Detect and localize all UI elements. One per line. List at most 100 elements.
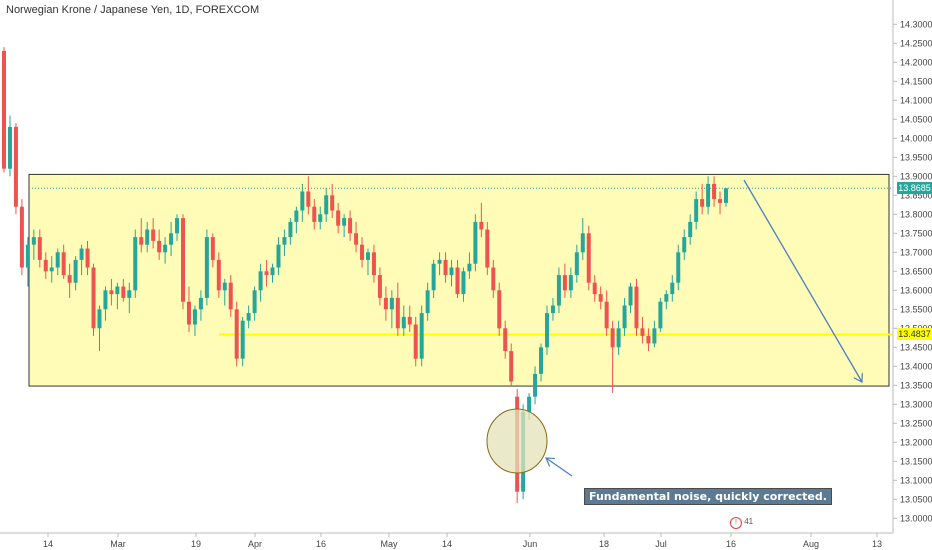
y-tick-label: 13.9000 <box>900 171 932 181</box>
candle <box>712 176 717 207</box>
x-axis: 14 Mar 19 Apr 16 May 14 Jun 18 Jul 16 Aug 13 <box>0 532 893 549</box>
candle <box>718 191 723 215</box>
candle <box>574 244 579 283</box>
candle-body <box>640 328 645 336</box>
candle <box>55 248 60 276</box>
candle <box>455 259 460 298</box>
events-indicator[interactable]: ! 41 <box>730 517 753 529</box>
y-tick-label: 13.4500 <box>900 342 932 352</box>
candle-body <box>533 373 538 397</box>
candle <box>449 259 454 287</box>
x-tick-label: 18 <box>599 539 609 549</box>
candle-body <box>354 233 359 245</box>
candle <box>318 206 323 230</box>
candle-body <box>670 282 675 295</box>
candle-body <box>694 199 699 222</box>
candle-body <box>539 347 544 374</box>
candle-body <box>389 297 394 310</box>
candle-body <box>664 294 669 302</box>
candle-body <box>562 275 567 291</box>
candle-body <box>312 206 317 222</box>
candle-body <box>360 244 365 260</box>
x-tick-label: Jun <box>523 539 538 549</box>
candle <box>330 183 335 219</box>
candle <box>401 305 406 336</box>
candle-body <box>646 335 651 344</box>
candle-body <box>413 324 418 359</box>
chart-title: Norwegian Krone / Japanese Yen, 1D, FORE… <box>6 4 260 16</box>
candle <box>497 282 502 336</box>
y-tick-label: 14.1500 <box>900 76 932 86</box>
candle <box>377 267 382 306</box>
candle <box>544 305 549 355</box>
candle <box>628 282 633 314</box>
last-price-tag: 13.8685 <box>897 182 932 195</box>
y-tick-label: 13.6000 <box>900 285 932 295</box>
candle <box>610 320 615 393</box>
x-tick-label: Jul <box>655 539 667 549</box>
candle <box>127 282 132 314</box>
candle <box>383 286 388 321</box>
candle <box>634 278 639 336</box>
candle-body <box>580 233 585 253</box>
candle <box>365 248 370 276</box>
candle <box>706 176 711 215</box>
candle <box>389 290 394 329</box>
y-tick-label: 13.1500 <box>900 456 932 466</box>
annotation-label[interactable]: Fundamental noise, quickly corrected. <box>584 488 832 505</box>
highlight-circle <box>486 408 548 474</box>
arrows-layer <box>546 179 862 477</box>
candle-body <box>198 297 203 310</box>
candle-body <box>240 320 245 359</box>
candle-body <box>73 259 78 283</box>
candle <box>413 316 418 367</box>
candle <box>348 210 353 241</box>
candle <box>360 237 365 268</box>
candle-body <box>461 271 466 295</box>
candle <box>568 267 573 298</box>
y-tick-label: 14.3000 <box>900 19 932 29</box>
x-tick-label: 13 <box>872 539 882 549</box>
candle <box>664 290 669 310</box>
candle-body <box>467 263 472 272</box>
candle-body <box>43 259 48 272</box>
candle-body <box>61 252 66 276</box>
candle <box>503 320 508 359</box>
candle <box>7 115 12 177</box>
candle-body <box>473 221 478 264</box>
candle-body <box>103 290 108 310</box>
candle <box>85 240 90 276</box>
candle-body <box>568 275 573 291</box>
candle-body <box>330 195 335 211</box>
candle <box>419 305 424 367</box>
candle <box>270 263 275 283</box>
candle <box>276 237 281 276</box>
candle-body <box>407 316 412 325</box>
candle <box>354 221 359 253</box>
candle-body <box>443 259 448 276</box>
candle <box>222 278 227 306</box>
candle-body <box>181 218 186 302</box>
candle-body <box>300 191 305 211</box>
y-tick-label: 13.5000 <box>900 323 932 333</box>
candle-body <box>13 126 18 207</box>
candle <box>175 214 180 241</box>
candle <box>157 229 162 260</box>
candle-body <box>210 237 215 260</box>
candle-body <box>586 233 591 283</box>
candle-body <box>401 316 406 329</box>
candle-body <box>634 286 639 329</box>
candle-body <box>252 290 257 314</box>
candle <box>682 229 687 260</box>
candle <box>616 320 621 355</box>
candle <box>509 343 514 386</box>
candle <box>485 221 490 276</box>
candle <box>407 305 412 333</box>
candle-body <box>2 50 6 169</box>
candle <box>592 275 597 302</box>
candle <box>192 305 197 336</box>
candle-body <box>55 252 60 268</box>
candle-body <box>700 199 705 207</box>
